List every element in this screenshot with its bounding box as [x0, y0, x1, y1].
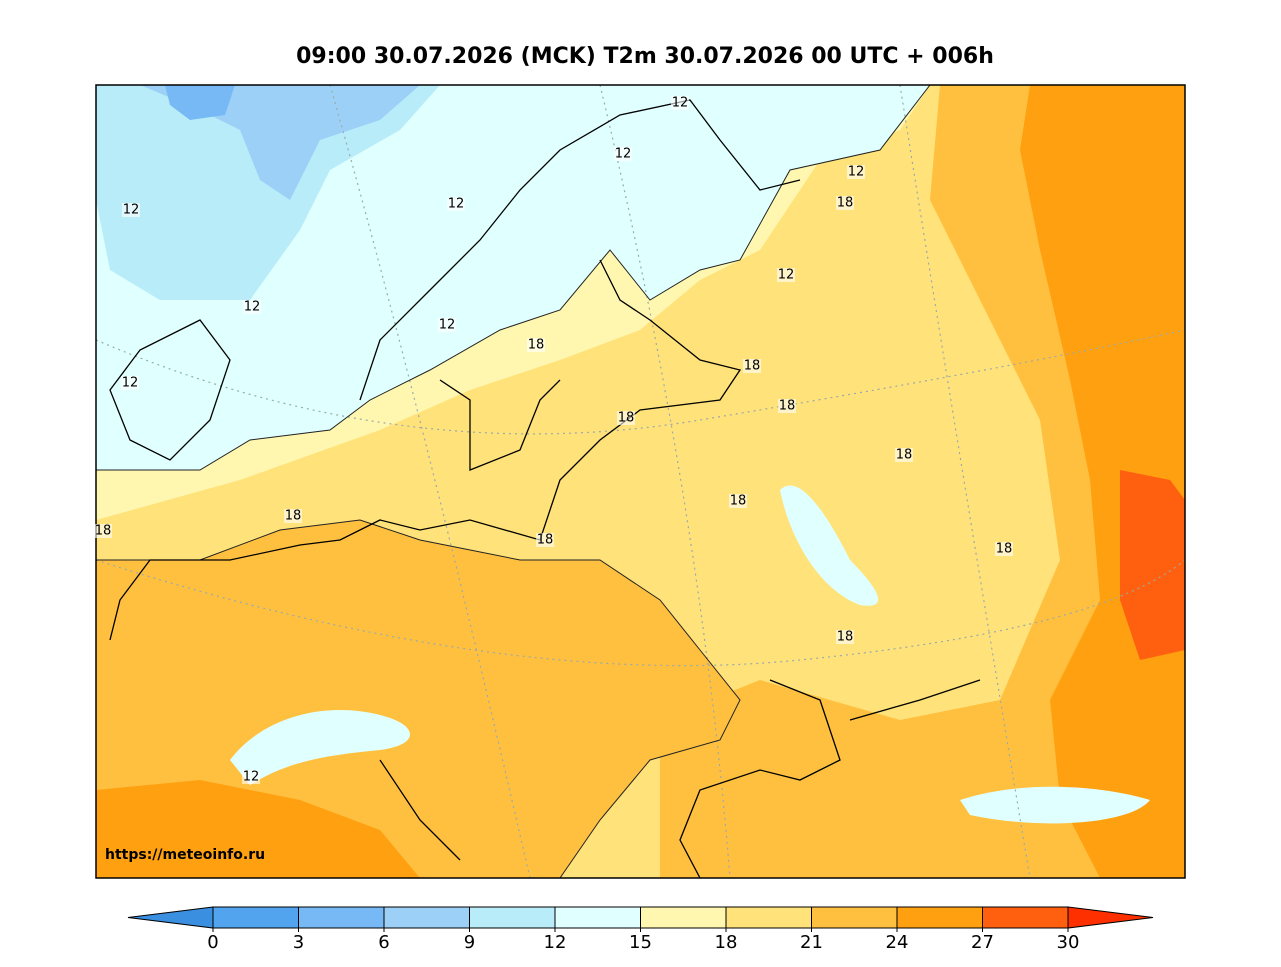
- colorbar: 0 3 6 9 12 15 18 21 24 27 30: [127, 906, 1154, 953]
- contour-label-bg: [447, 197, 465, 211]
- contour-label-bg: [617, 411, 635, 425]
- isotherm: [96, 519, 741, 878]
- contour-label: 12: [778, 268, 795, 283]
- colorbar-segment: [982, 906, 1069, 929]
- contour-label-bg: [777, 268, 795, 282]
- alps-cold: [230, 710, 410, 785]
- colorbar-segment: [896, 906, 983, 929]
- contour-label: 12: [848, 165, 865, 180]
- region-24-27: [1020, 85, 1185, 878]
- colorbar-segment: [640, 906, 727, 929]
- contour-label: 12: [615, 147, 632, 162]
- contour-label: 18: [730, 494, 747, 509]
- colorbar-over: [1067, 906, 1154, 929]
- map-frame: [95, 84, 1186, 879]
- contour-label: 12: [244, 300, 261, 315]
- contour-label-bg: [614, 147, 632, 161]
- map: [96, 85, 1185, 878]
- contour-label-bg: [438, 318, 456, 332]
- watermark: https://meteoinfo.ru: [105, 847, 265, 863]
- contour-label-bg: [671, 96, 689, 110]
- region-27-30: [1120, 470, 1185, 660]
- contour-labels: 12 12 12 12 12 12 12 12 12 12 18 18 18 18 18 18 18 18 18 18…: [94, 96, 1013, 785]
- contour-label-bg: [242, 770, 260, 784]
- colorbar-segment: [725, 906, 812, 929]
- contour-label: 18: [285, 509, 302, 524]
- colorbar-segment: [811, 906, 898, 929]
- colorbar-tick-label: 27: [971, 932, 994, 953]
- contour-label: 18: [618, 411, 635, 426]
- colorbar-tick-label: 21: [800, 932, 823, 953]
- colorbar-tick-label: 24: [886, 932, 909, 953]
- contour-label: 18: [95, 524, 112, 539]
- region-24-27-south: [96, 780, 420, 878]
- contour-label: 12: [448, 197, 465, 212]
- contour-label: 18: [896, 448, 913, 463]
- colorbar-tick-label: 9: [464, 932, 475, 953]
- contour-label-bg: [743, 359, 761, 373]
- colorbar-segment: [383, 906, 470, 929]
- isotherm: [96, 85, 931, 471]
- contour-label-bg: [847, 165, 865, 179]
- contour-label: 12: [243, 770, 260, 785]
- region-12-15-b: [780, 485, 879, 606]
- contour-label-bg: [778, 399, 796, 413]
- colorbar-under: [127, 906, 214, 929]
- contour-label: 12: [122, 376, 139, 391]
- contour-label-bg: [243, 300, 261, 314]
- contour-label-bg: [836, 630, 854, 644]
- contour-label: 12: [123, 203, 140, 218]
- caucasus-cold: [960, 786, 1150, 824]
- contour-label-bg: [836, 196, 854, 210]
- contour-label-bg: [94, 524, 112, 538]
- contour-label-bg: [121, 376, 139, 390]
- colorbar-tick-label: 18: [715, 932, 738, 953]
- region-9-12: [96, 85, 440, 300]
- contour-label-bg: [895, 448, 913, 462]
- colorbar-segment: [469, 906, 556, 929]
- colorbar-segment: [298, 906, 385, 929]
- contour-label: 12: [439, 318, 456, 333]
- title: 09:00 30.07.2026 (MCK) T2m 30.07.2026 00…: [296, 44, 994, 69]
- region-3-6: [165, 85, 235, 120]
- contour-label: 18: [537, 533, 554, 548]
- contour-label-bg: [122, 203, 140, 217]
- colorbar-tick-label: 12: [544, 932, 567, 953]
- contour-label-bg: [284, 509, 302, 523]
- colorbar-tick-label: 15: [629, 932, 652, 953]
- colorbar-tick-label: 3: [293, 932, 304, 953]
- contour-label-bg: [729, 494, 747, 508]
- contour-label-bg: [995, 542, 1013, 556]
- contour-label: 12: [672, 96, 689, 111]
- coastline-britain: [109, 319, 231, 461]
- contour-label: 18: [837, 196, 854, 211]
- contour-label: 18: [744, 359, 761, 374]
- colorbar-tick-label: 6: [378, 932, 389, 953]
- colorbar-tick-label: 0: [207, 932, 218, 953]
- colorbar-segment: [554, 906, 641, 929]
- region-21-24: [96, 520, 740, 878]
- contour-label: 18: [528, 338, 545, 353]
- colorbar-segment: [212, 906, 299, 929]
- contour-label: 18: [837, 630, 854, 645]
- contour-label: 18: [779, 399, 796, 414]
- contour-label-bg: [527, 338, 545, 352]
- contour-label-bg: [536, 533, 554, 547]
- colorbar-tick-label: 30: [1057, 932, 1080, 953]
- contour-label: 18: [996, 542, 1013, 557]
